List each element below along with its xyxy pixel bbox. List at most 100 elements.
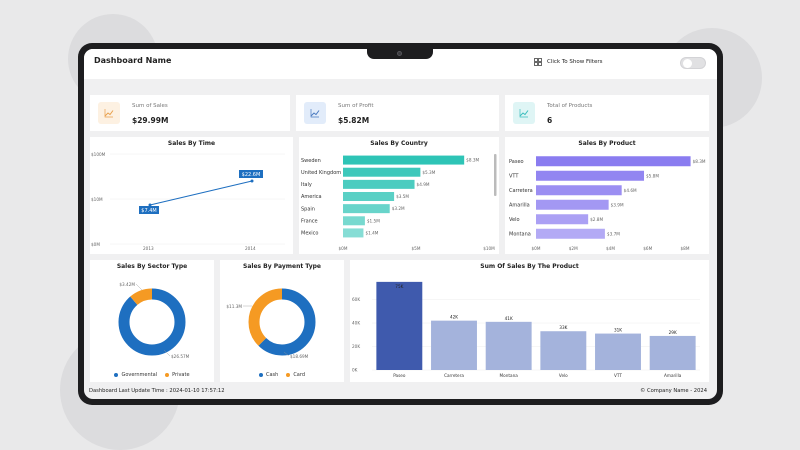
y-tick-label: 40K: [352, 321, 360, 326]
category-label: Spain: [301, 206, 315, 212]
bar[interactable]: [343, 179, 415, 189]
sales-by-payment-chart: $18.69M $11.3M: [226, 288, 316, 359]
legend-item[interactable]: Card: [286, 372, 305, 378]
category-label: Carretera: [509, 188, 533, 194]
y-tick-label: 0K: [352, 368, 358, 373]
data-label: $1.4M: [365, 231, 378, 236]
trend-chart-icon: [513, 102, 535, 124]
filter-toggle[interactable]: [680, 57, 706, 69]
category-label: Mexico: [301, 231, 318, 237]
chart-legend: Governmental Private: [90, 372, 214, 378]
sales-by-product-chart: Paseo $8.3M VTT $5.8M Carretera $4.6M Amarilla…: [509, 156, 706, 251]
camera-icon: [397, 51, 402, 56]
kpi-label: Sum of Sales: [132, 103, 168, 109]
x-tick-label: $4M: [606, 246, 615, 251]
bar[interactable]: [343, 216, 365, 226]
bar[interactable]: [485, 321, 532, 370]
kpi-label: Total of Products: [547, 103, 593, 109]
sales-by-product-panel: Sales By Product Paseo $8.3M VTT $5.8M Carre…: [505, 137, 709, 254]
toggle-knob: [683, 59, 692, 68]
series-line: [149, 180, 253, 206]
trend-chart-icon: [304, 102, 326, 124]
scrollbar[interactable]: [494, 154, 497, 196]
x-tick-label: $5M: [412, 246, 421, 251]
data-point[interactable]: [148, 203, 152, 207]
category-label: Paseo: [509, 159, 524, 165]
data-label: $7.4M: [141, 208, 156, 214]
pie-slice[interactable]: [118, 288, 186, 356]
bar[interactable]: [536, 199, 609, 210]
y-tick-label: 60K: [352, 297, 360, 302]
data-label: $26.57M: [171, 354, 190, 359]
bar[interactable]: [595, 333, 641, 370]
sales-by-time-panel: Sales By Time $100M $10M $0M 2013 2014 $…: [90, 137, 293, 254]
data-label: 42K: [450, 315, 458, 320]
sales-by-sector-chart: $26.57M $3.42M: [118, 282, 190, 359]
category-label: VTT: [509, 173, 519, 179]
bar[interactable]: [343, 204, 390, 214]
y-tick-label: $10M: [91, 197, 103, 202]
category-label: Velo: [509, 217, 520, 223]
bar[interactable]: [343, 228, 364, 238]
category-label: France: [301, 218, 318, 224]
filter-icon: [534, 58, 542, 66]
company-credit: © Company Name - 2024: [640, 388, 707, 394]
panel-title: Sales By Product: [578, 140, 636, 147]
bar[interactable]: [536, 170, 645, 181]
x-tick-label: 2014: [245, 246, 256, 251]
pie-slice[interactable]: [248, 288, 316, 356]
bar[interactable]: [649, 335, 696, 370]
data-label: 33K: [559, 325, 567, 330]
last-update-text: Dashboard Last Update Time : 2024-01-10 …: [89, 388, 225, 394]
data-label: 41K: [505, 316, 513, 321]
category-label: VTT: [614, 373, 622, 378]
show-filters-label: Click To Show Filters: [547, 59, 603, 65]
kpi-card-sales: Sum of Sales $29.99M: [90, 95, 290, 131]
legend-item[interactable]: Private: [165, 372, 190, 378]
category-label: Montana: [500, 373, 519, 378]
pie-slice[interactable]: [118, 288, 186, 356]
kpi-value: 6: [547, 116, 553, 125]
x-tick-label: 2013: [143, 246, 154, 251]
category-label: Paseo: [393, 373, 406, 378]
data-label: 75K: [395, 284, 403, 289]
category-label: Sweden: [301, 158, 321, 164]
panel-title: Sales By Payment Type: [243, 263, 321, 270]
show-filters-button[interactable]: Click To Show Filters: [534, 58, 602, 66]
bar[interactable]: [536, 185, 622, 196]
bar[interactable]: [343, 192, 395, 201]
sales-by-payment-panel: Sales By Payment Type $18.69M $11.3M Cash…: [220, 260, 344, 382]
sum-of-sales-by-product-panel: Sum Of Sales By The Product 0K 20K 40K 60K 7…: [350, 260, 709, 382]
sales-by-country-panel: Sales By Country Sweden $8.3M United Kingd…: [299, 137, 499, 254]
bar[interactable]: [540, 331, 587, 370]
category-label: Velo: [559, 373, 568, 378]
kpi-value: $29.99M: [132, 116, 169, 125]
data-label: $3.2M: [392, 206, 405, 211]
data-point[interactable]: [250, 179, 254, 183]
bar[interactable]: [536, 156, 691, 167]
bar[interactable]: [343, 155, 465, 165]
legend-item[interactable]: Cash: [258, 372, 278, 378]
bar[interactable]: [343, 167, 421, 177]
data-label: $11.3M: [226, 304, 242, 309]
dashboard-screen: Dashboard Name Click To Show Filters Sum…: [84, 49, 717, 399]
category-label: United Kingdom: [301, 170, 341, 176]
sales-by-time-chart: $100M $10M $0M 2013 2014 $7.4M $22.6M: [91, 152, 285, 251]
trend-chart-icon: [98, 102, 120, 124]
data-label: $3.9M: [611, 202, 624, 207]
x-tick-label: $6M: [643, 246, 652, 251]
panel-title: Sales By Sector Type: [116, 263, 188, 270]
bar[interactable]: [536, 214, 589, 225]
bar[interactable]: [376, 281, 423, 370]
data-label: $5.3M: [422, 170, 435, 175]
bar[interactable]: [431, 320, 477, 370]
bar[interactable]: [536, 228, 605, 239]
data-label: 31K: [614, 328, 622, 333]
data-label: $4.6M: [624, 188, 637, 193]
data-label: $4.9M: [417, 182, 430, 187]
category-label: Amarilla: [509, 202, 530, 208]
data-label: $3.7M: [607, 231, 620, 236]
legend-item[interactable]: Governmental: [114, 372, 157, 378]
data-label: $8.3M: [693, 159, 706, 164]
kpi-label: Sum of Profit: [338, 103, 374, 109]
